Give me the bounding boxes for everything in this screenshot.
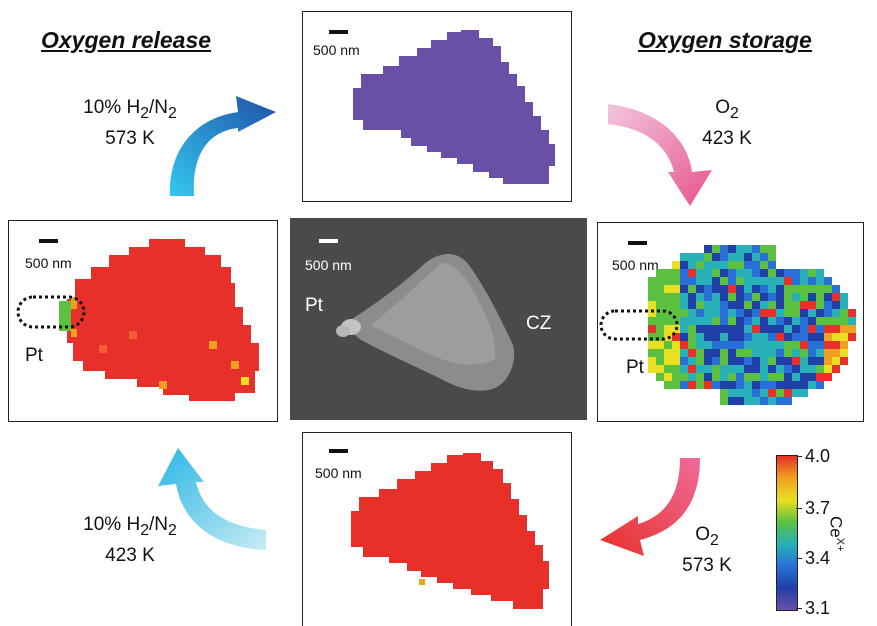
particle-map-mixed <box>599 245 856 405</box>
scale-label: 500 nm <box>25 255 72 271</box>
scale-bar <box>329 449 348 453</box>
colorbar-tick: 4.0 <box>805 446 831 466</box>
panel-left-map: 500 nm Pt <box>8 220 278 422</box>
condition-bottom-left: 10% H2/N2 423 K <box>83 514 177 566</box>
scale-bar <box>319 239 338 243</box>
particle-map-oxidized <box>16 239 259 401</box>
colorbar-tick: 3.4 <box>805 548 831 568</box>
panel-center-sem-image: 500 nm Pt CZ <box>290 218 587 420</box>
oxygen-release-heading: Oxygen release <box>41 27 212 53</box>
scale-label: 500 nm <box>315 465 362 481</box>
pt-interface-region <box>59 301 71 331</box>
colorbar-tick: 3.1 <box>805 598 831 618</box>
condition-top-left: 10% H2/N2 573 K <box>83 97 177 149</box>
scale-bar <box>628 241 647 245</box>
pt-label: Pt <box>305 295 323 316</box>
colorbar-title: CeX+ <box>826 516 846 552</box>
pt-outline <box>599 309 679 341</box>
arrow-bottom-right-icon <box>600 458 700 556</box>
particle-shape <box>353 30 555 184</box>
panel-bottom-map: 500 nm <box>302 432 572 626</box>
scale-label: 500 nm <box>305 257 352 273</box>
scale-label: 500 nm <box>313 42 360 58</box>
colorbar-tick: 3.7 <box>805 498 831 518</box>
scale-bar <box>329 30 348 34</box>
particle-map-reduced <box>353 30 555 184</box>
panel-top-map: 500 nm <box>302 11 572 202</box>
sem-particle-image <box>336 253 515 391</box>
oxygen-storage-heading: Oxygen storage <box>638 27 812 53</box>
scale-bar <box>39 239 58 243</box>
arrow-top-right-icon <box>608 104 712 206</box>
arrow-bottom-left-icon <box>158 448 266 550</box>
cz-label: CZ <box>526 313 552 334</box>
pt-label: Pt <box>626 357 644 378</box>
pt-outline <box>16 295 86 329</box>
colorbar <box>776 455 798 611</box>
scale-label: 500 nm <box>612 257 659 273</box>
particle-shape <box>351 453 549 609</box>
condition-bottom-right: O2 573 K <box>682 524 732 576</box>
arrow-top-left-icon <box>169 96 276 196</box>
particle-shape <box>67 239 259 401</box>
condition-top-right: O2 423 K <box>702 97 752 149</box>
panel-right-map: 500 nm Pt <box>597 222 864 422</box>
particle-map-reoxidized <box>351 453 549 609</box>
pt-label: Pt <box>25 345 43 366</box>
